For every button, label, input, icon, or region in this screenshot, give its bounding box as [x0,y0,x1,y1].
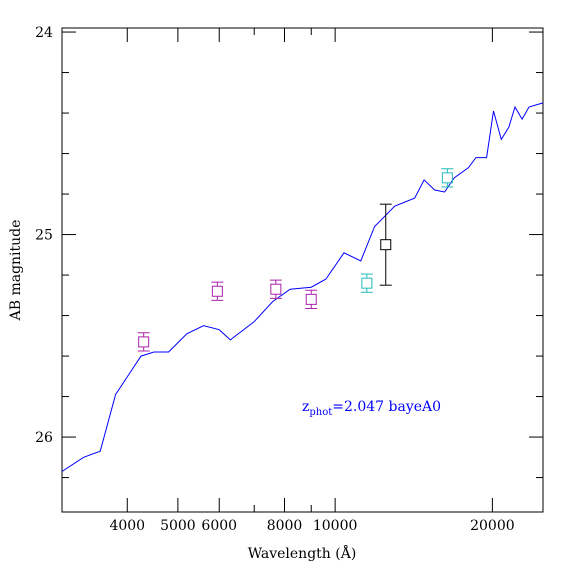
photo-z-annotation: zphot=2.047 bayeA0 [302,399,441,418]
photometry-point [211,281,224,301]
axis-ticks [61,28,543,512]
photometry-marker [361,277,373,289]
x-tick-label: 8000 [267,518,303,534]
annotation-subscript: phot [309,407,332,418]
photometry-marker [305,293,317,305]
x-tick-labels: 4000 5000 6000 8000 10000 20000 [109,518,514,534]
annotation-text: =2.047 bayeA0 [332,399,441,415]
y-tick-label: 24 [35,25,53,41]
photometry-point [441,168,454,188]
plot-frame [61,27,544,513]
y-tick-labels: 24 25 26 [35,25,53,446]
y-tick-label: 25 [35,228,53,244]
photometry-marker [441,172,453,184]
y-axis-label: AB magnitude [8,220,24,322]
photometry-marker [380,239,392,251]
x-tick-label: 6000 [201,518,237,534]
photometry-point [379,203,392,286]
x-axis-label: Wavelength (Å) [248,544,357,562]
photometry-point [360,273,373,293]
x-tick-label: 5000 [160,518,196,534]
sed-model-line [61,102,544,472]
x-tick-label: 4000 [109,518,145,534]
annotation-prefix: z [302,399,309,415]
photometry-marker [211,285,223,297]
photometry-point [137,332,150,352]
x-tick-label: 20000 [470,518,515,534]
photometry-points [137,168,454,352]
photometry-point [269,279,282,299]
x-tick-label: 10000 [313,518,358,534]
photometry-point [305,289,318,309]
photometry-marker [270,283,282,295]
photometry-marker [138,336,150,348]
y-tick-label: 26 [35,430,53,446]
